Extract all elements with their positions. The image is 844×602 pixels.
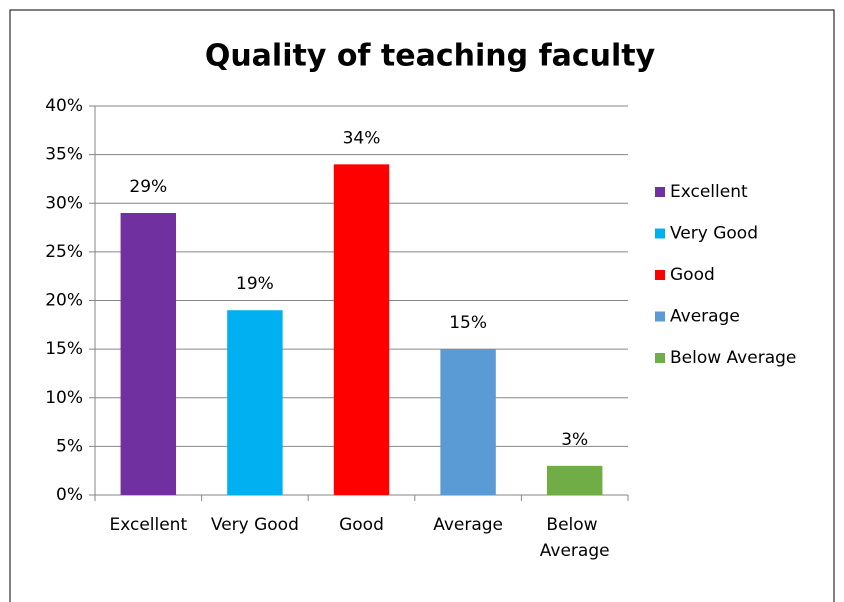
x-tick-label: Below Average bbox=[540, 515, 610, 561]
bar bbox=[440, 349, 496, 495]
legend-label: Average bbox=[670, 307, 740, 327]
y-tick-label: 20% bbox=[45, 291, 83, 311]
bar bbox=[120, 212, 177, 495]
y-tick-label: 10% bbox=[45, 388, 83, 408]
x-tick-label: Excellent bbox=[109, 515, 187, 535]
y-tick-label: 15% bbox=[45, 339, 83, 359]
data-label: 15% bbox=[449, 313, 487, 333]
y-tick-label: 35% bbox=[45, 145, 83, 165]
data-label: 19% bbox=[236, 274, 274, 294]
legend-label: Below Average bbox=[670, 348, 796, 368]
legend-label: Good bbox=[670, 265, 715, 285]
y-tick-label: 5% bbox=[56, 436, 83, 456]
data-label: 3% bbox=[561, 430, 588, 450]
y-tick-label: 30% bbox=[45, 193, 83, 213]
data-label: 34% bbox=[343, 128, 381, 148]
x-tick-label: Very Good bbox=[211, 515, 299, 535]
legend-swatch bbox=[655, 353, 665, 363]
legend-swatch bbox=[655, 228, 665, 239]
legend-swatch bbox=[655, 187, 665, 197]
legend-swatch bbox=[655, 311, 665, 322]
data-label: 29% bbox=[129, 177, 167, 197]
bar bbox=[546, 465, 603, 495]
x-tick-label: Good bbox=[339, 515, 384, 535]
bar bbox=[333, 164, 390, 495]
legend-label: Excellent bbox=[670, 182, 748, 202]
legend-label: Very Good bbox=[670, 224, 758, 244]
y-tick-label: 40% bbox=[45, 96, 83, 116]
bar bbox=[227, 310, 283, 495]
x-tick-label: Average bbox=[433, 515, 503, 535]
chart-title: Quality of teaching faculty bbox=[205, 39, 656, 74]
legend-swatch bbox=[655, 270, 665, 280]
y-tick-label: 25% bbox=[45, 242, 83, 262]
y-tick-label: 0% bbox=[56, 485, 83, 505]
